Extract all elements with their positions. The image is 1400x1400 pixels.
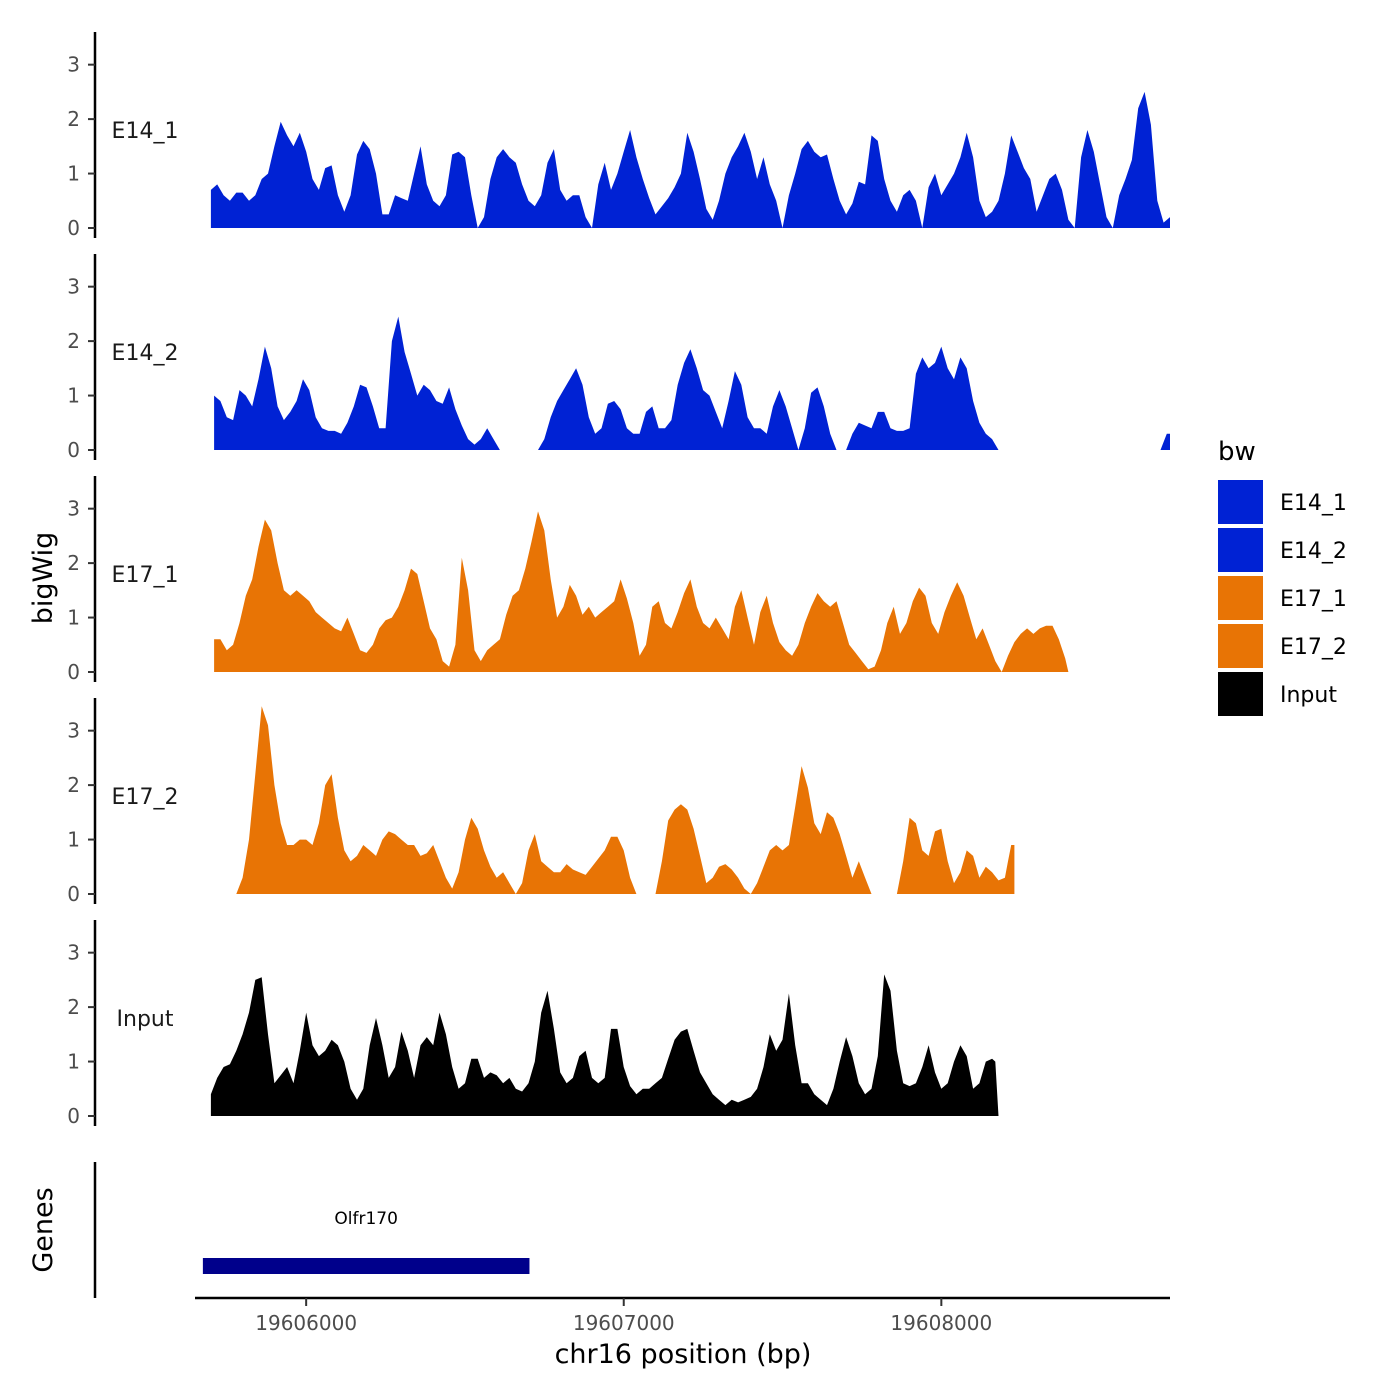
y-tick-label: 1 [67, 606, 80, 630]
track-label-e17-1: E17_1 [112, 563, 179, 588]
y-tick-label: 0 [67, 660, 80, 684]
legend-label-e14-1: E14_1 [1280, 491, 1347, 516]
track-e17-2: 0 1 2 3 E17_2 [67, 698, 1015, 906]
track-panels: 0 1 2 3 E14_1 0 1 2 3 E14_2 0 1 2 3 E17_1 0 1 2 3 E17_2 0 1 2 3… [67, 32, 1171, 1128]
track-label-e14-1: E14_1 [112, 119, 179, 144]
genes-axis-title: Genes [28, 1187, 59, 1272]
x-axis: 19606000 19607000 19608000 [195, 1296, 1170, 1335]
legend: bw E14_1 E14_2 E17_1 E17_2 Input [1218, 437, 1347, 716]
x-tick-label: 19607000 [573, 1311, 675, 1335]
x-tick-label: 19608000 [890, 1311, 992, 1335]
y-tick-label: 3 [67, 275, 80, 299]
legend-label-e14-2: E14_2 [1280, 539, 1347, 564]
legend-label-input: Input [1280, 683, 1337, 708]
legend-label-e17-1: E17_1 [1280, 587, 1347, 612]
track-e17-1: 0 1 2 3 E17_1 [67, 476, 1069, 684]
y-tick-label: 2 [67, 551, 80, 575]
signal-area-e14-1 [210, 91, 1170, 229]
signal-area-e17-2 [210, 706, 1015, 894]
y-tick-label: 0 [67, 882, 80, 906]
legend-swatch-e17-2 [1218, 624, 1263, 668]
y-axis-title: bigWig [28, 532, 59, 625]
x-axis-title: chr16 position (bp) [555, 1339, 812, 1370]
signal-area-e17-1 [214, 511, 1069, 672]
legend-swatch-e17-1 [1218, 576, 1263, 620]
y-tick-label: 0 [67, 1104, 80, 1128]
y-tick-label: 0 [67, 216, 80, 240]
track-e14-1: 0 1 2 3 E14_1 [67, 32, 1170, 240]
legend-swatch-input [1218, 672, 1263, 716]
track-label-input: Input [117, 1007, 174, 1032]
track-input: 0 1 2 3 Input [67, 920, 999, 1128]
y-tick-label: 2 [67, 995, 80, 1019]
legend-swatch-e14-2 [1218, 528, 1263, 572]
y-tick-label: 1 [67, 384, 80, 408]
gene-label: Olfr170 [334, 1209, 398, 1229]
gene-track: Olfr170 [93, 1162, 530, 1298]
y-tick-label: 2 [67, 329, 80, 353]
signal-area-input [210, 974, 999, 1116]
track-label-e17-2: E17_2 [112, 785, 179, 810]
y-tick-label: 0 [67, 438, 80, 462]
y-tick-label: 3 [67, 497, 80, 521]
y-tick-label: 3 [67, 719, 80, 743]
y-tick-label: 1 [67, 1050, 80, 1074]
track-e14-2: 0 1 2 3 E14_2 [67, 254, 1171, 462]
x-tick-label: 19606000 [255, 1311, 357, 1335]
y-tick-label: 1 [67, 828, 80, 852]
y-tick-label: 2 [67, 773, 80, 797]
track-label-e14-2: E14_2 [112, 341, 179, 366]
signal-area-e14-2 [214, 316, 1171, 450]
legend-swatch-e14-1 [1218, 480, 1263, 524]
y-tick-label: 1 [67, 162, 80, 186]
y-tick-label: 3 [67, 53, 80, 77]
y-tick-label: 2 [67, 107, 80, 131]
legend-title: bw [1218, 437, 1256, 467]
y-tick-label: 3 [67, 941, 80, 965]
gene-bar-olfr170 [202, 1258, 530, 1274]
legend-label-e17-2: E17_2 [1280, 635, 1347, 660]
